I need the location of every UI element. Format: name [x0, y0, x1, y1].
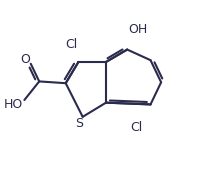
Text: Cl: Cl	[66, 38, 78, 51]
Text: Cl: Cl	[131, 121, 143, 134]
Text: S: S	[75, 117, 84, 130]
Text: O: O	[20, 53, 30, 66]
Text: OH: OH	[128, 23, 147, 36]
Text: HO: HO	[4, 98, 23, 111]
